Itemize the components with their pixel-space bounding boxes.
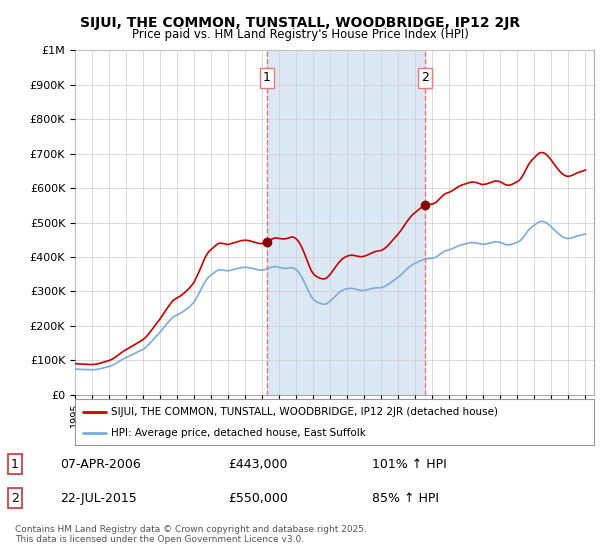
Bar <box>267 50 425 395</box>
Text: SIJUI, THE COMMON, TUNSTALL, WOODBRIDGE, IP12 2JR: SIJUI, THE COMMON, TUNSTALL, WOODBRIDGE,… <box>80 16 520 30</box>
Text: Contains HM Land Registry data © Crown copyright and database right 2025.
This d: Contains HM Land Registry data © Crown c… <box>15 525 367 544</box>
Text: 1: 1 <box>263 72 271 85</box>
Text: SIJUI, THE COMMON, TUNSTALL, WOODBRIDGE, IP12 2JR (detached house): SIJUI, THE COMMON, TUNSTALL, WOODBRIDGE,… <box>112 407 499 417</box>
Text: 2: 2 <box>421 72 428 85</box>
Text: 07-APR-2006: 07-APR-2006 <box>60 458 141 471</box>
Text: 85% ↑ HPI: 85% ↑ HPI <box>372 492 439 505</box>
Text: 1: 1 <box>11 458 19 471</box>
Text: £550,000: £550,000 <box>228 492 288 505</box>
Text: £443,000: £443,000 <box>228 458 287 471</box>
Text: 2: 2 <box>11 492 19 505</box>
Text: Price paid vs. HM Land Registry's House Price Index (HPI): Price paid vs. HM Land Registry's House … <box>131 28 469 41</box>
Text: 22-JUL-2015: 22-JUL-2015 <box>60 492 137 505</box>
Text: HPI: Average price, detached house, East Suffolk: HPI: Average price, detached house, East… <box>112 428 366 438</box>
Text: 101% ↑ HPI: 101% ↑ HPI <box>372 458 447 471</box>
